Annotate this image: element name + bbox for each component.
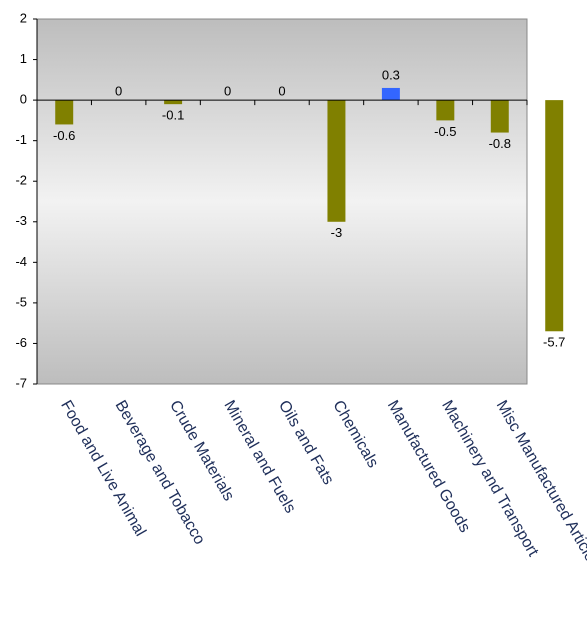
- y-tick-label: 0: [20, 92, 27, 107]
- plot-area: [36, 18, 528, 385]
- data-label: -0.8: [489, 136, 511, 151]
- y-tick-label: -2: [15, 173, 27, 188]
- y-tick-label: -7: [15, 375, 27, 390]
- bar: [381, 87, 400, 101]
- y-tick-label: -5: [15, 294, 27, 309]
- data-label: 0: [224, 84, 231, 99]
- y-tick-label: 1: [20, 51, 27, 66]
- bar: [490, 100, 509, 133]
- y-tick-label: -1: [15, 132, 27, 147]
- data-label: 0: [115, 84, 122, 99]
- data-label: -0.6: [53, 128, 75, 143]
- y-tick-label: 2: [20, 10, 27, 25]
- bar: [55, 100, 74, 125]
- x-tick-label: Oils and Fats: [275, 398, 337, 488]
- data-label: -5.7: [543, 335, 565, 350]
- data-label: 0: [278, 84, 285, 99]
- data-label: 0.3: [382, 67, 400, 82]
- bar: [327, 100, 346, 222]
- x-tick-label: Machinery and Transport: [438, 398, 542, 560]
- bar: [164, 100, 183, 105]
- y-tick-label: -4: [15, 254, 27, 269]
- data-label: -0.1: [162, 108, 184, 123]
- bar: [436, 100, 455, 121]
- y-tick-label: -6: [15, 335, 27, 350]
- data-label: -3: [331, 225, 343, 240]
- x-tick-label: Chemicals: [329, 398, 381, 471]
- data-label: -0.5: [434, 124, 456, 139]
- x-tick-label: Misc Manufactured Articles: [493, 398, 587, 572]
- bar: [545, 100, 564, 332]
- y-tick-label: -3: [15, 213, 27, 228]
